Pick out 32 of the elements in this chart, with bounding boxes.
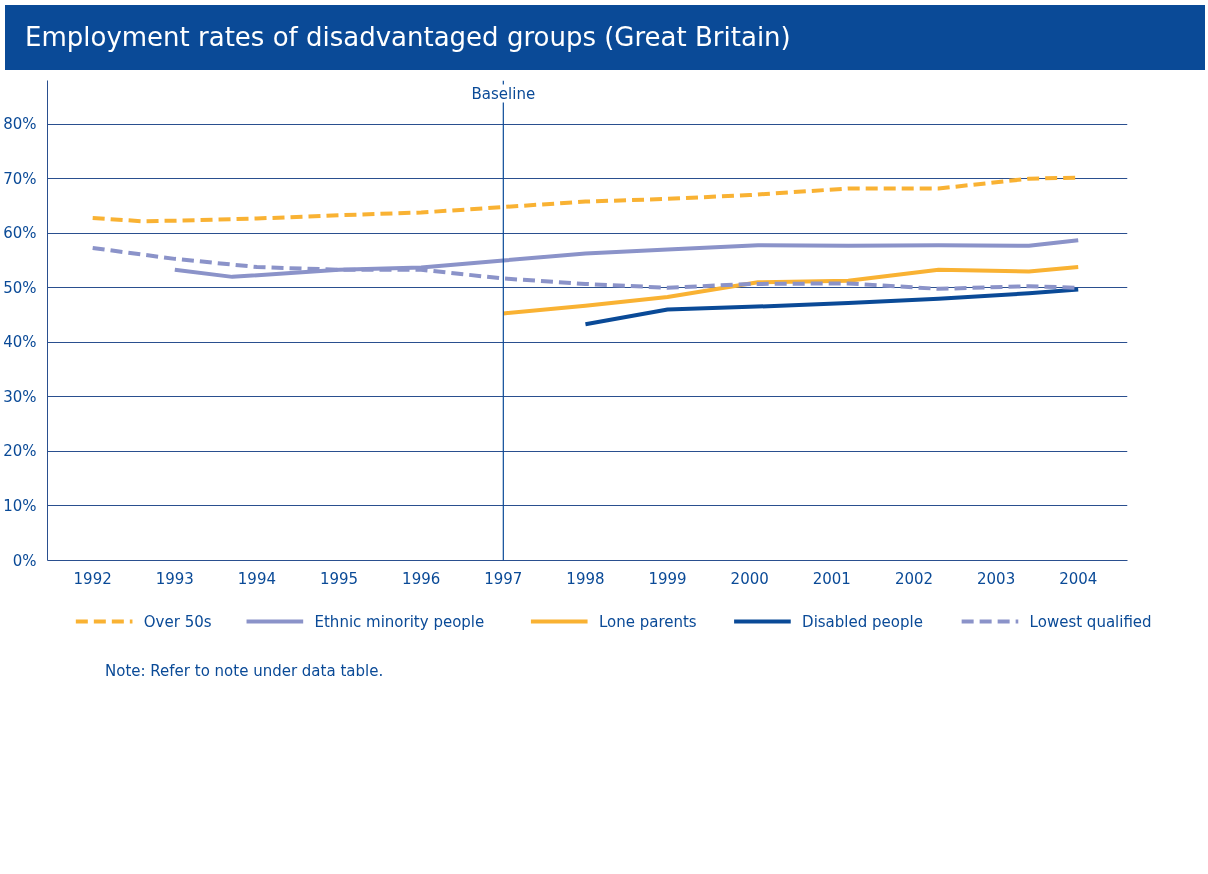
legend-label: Ethnic minority people: [314, 612, 485, 631]
y-tick-label: 80%: [3, 115, 37, 134]
y-tick-label: 60%: [3, 224, 37, 243]
y-tick-label: 30%: [3, 388, 37, 406]
text: Note: Refer to note under data table.: [105, 661, 384, 683]
ref-line-label: Baseline: [471, 84, 536, 103]
x-tick-label: 2001: [812, 569, 851, 588]
x-tick-label: 1997: [484, 569, 523, 588]
y-tick-label: 0%: [12, 551, 37, 570]
x-tick-label: 2000: [730, 569, 769, 588]
y-tick-label: 20%: [3, 442, 37, 461]
y-tick-label: 10%: [3, 497, 37, 516]
x-tick-label: 1993: [155, 569, 194, 588]
y-tick-label: 50%: [3, 278, 37, 297]
y-tick-label: 70%: [3, 169, 37, 188]
legend-label: Lowest qualified: [1029, 612, 1152, 631]
x-tick-label: 2002: [894, 569, 934, 588]
legend-label: Over 50s: [143, 612, 212, 631]
x-tick-label: 1994: [237, 569, 277, 588]
legend-label: Disabled people: [802, 612, 923, 631]
x-tick-label: 2004: [1059, 569, 1098, 588]
legend-label: Lone parents: [598, 612, 697, 631]
y-tick-label: 40%: [3, 333, 37, 352]
x-tick-label: 1995: [319, 569, 359, 588]
x-tick-label: 1992: [73, 569, 112, 588]
x-tick-label: 1996: [402, 569, 441, 588]
line-series: [501, 265, 1081, 316]
x-tick-label: 1998: [566, 569, 605, 588]
x-tick-label: 2003: [977, 569, 1016, 588]
line-series: [583, 287, 1081, 327]
x-tick-label: 1999: [648, 569, 687, 588]
chart-title: Employment rates of disadvantaged groups (Great Britain): [25, 21, 791, 54]
